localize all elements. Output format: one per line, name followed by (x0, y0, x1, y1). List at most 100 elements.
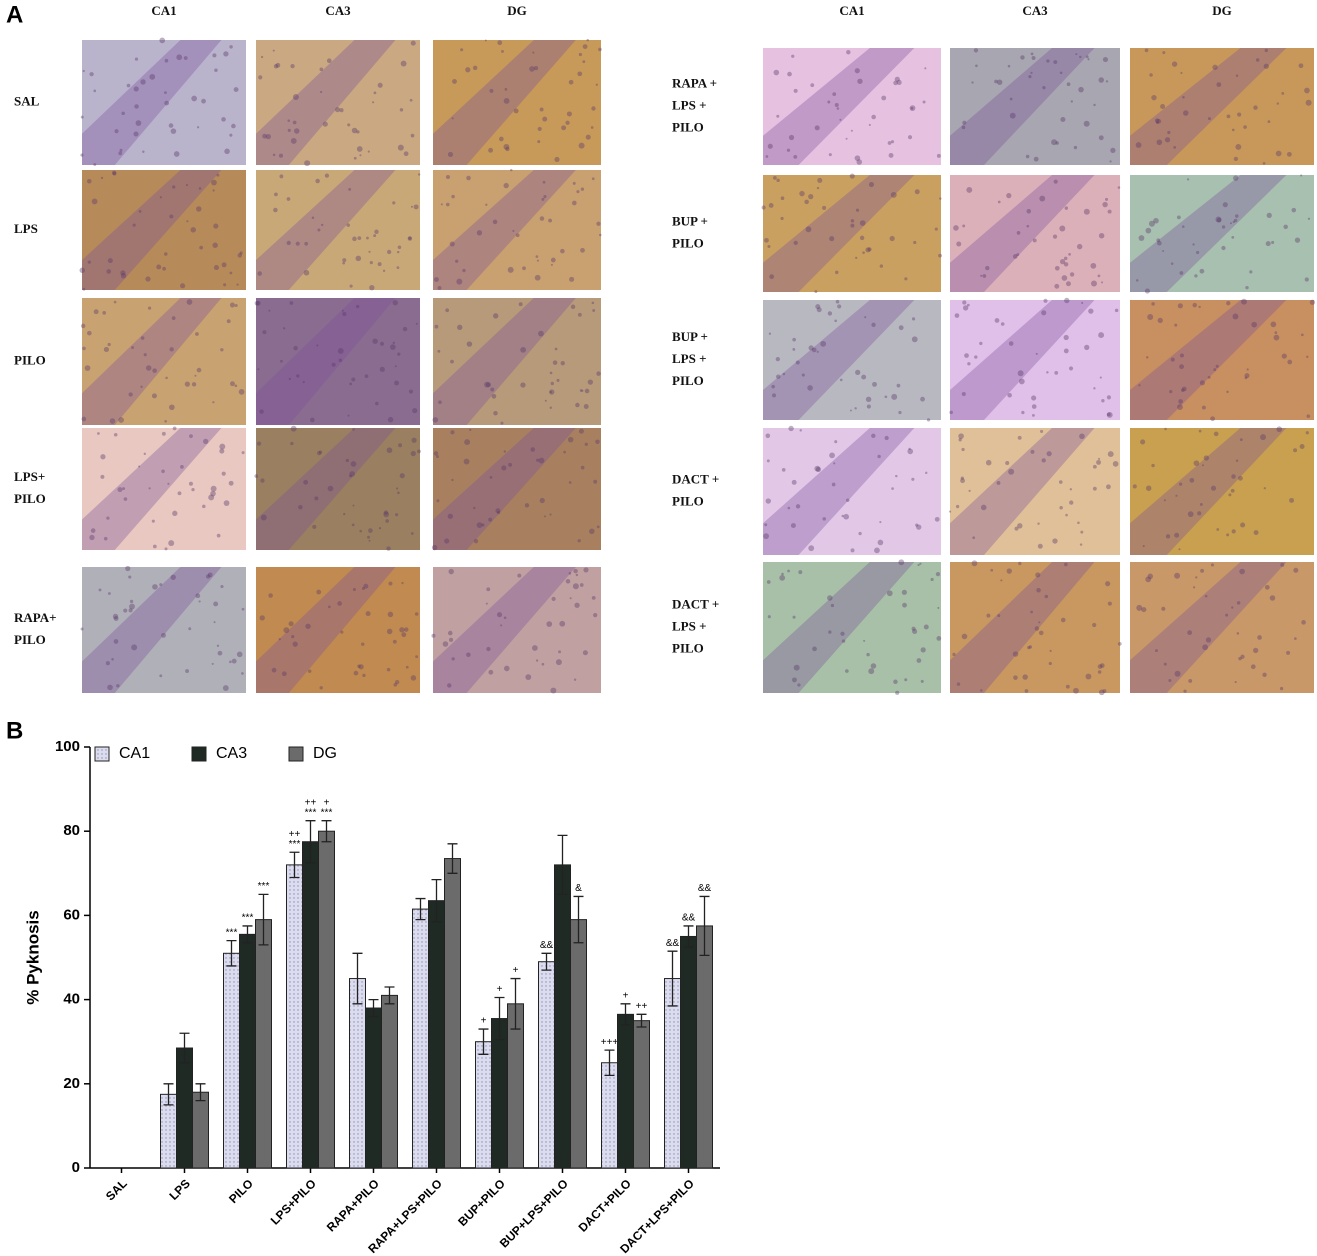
cell (185, 183, 189, 187)
cell (518, 302, 523, 307)
error-bar (447, 843, 458, 874)
cell (581, 389, 584, 392)
cell (224, 148, 230, 155)
cell (1232, 313, 1239, 320)
cell (412, 407, 418, 414)
cell (207, 572, 213, 578)
cell (212, 242, 218, 248)
cell (401, 632, 407, 638)
significance-label: && (698, 883, 712, 894)
error-bar (384, 986, 395, 1005)
y-axis-label: % Pyknosis (23, 910, 42, 1005)
cell (773, 69, 780, 76)
cell (579, 389, 583, 392)
cell (1052, 234, 1058, 239)
cell (116, 684, 120, 688)
cell (505, 146, 510, 152)
cell (208, 494, 215, 501)
cell (1164, 137, 1171, 143)
cell (1063, 348, 1069, 354)
cell (145, 365, 152, 371)
cell (237, 253, 242, 258)
cell (1174, 670, 1181, 677)
row-label: PILO (672, 493, 704, 508)
cell (930, 577, 934, 582)
micrograph-bg (433, 567, 601, 693)
significance-label: *** (258, 881, 270, 892)
y-tick-label: 40 (63, 991, 80, 1008)
cell (388, 581, 393, 586)
cell (437, 349, 441, 353)
cell (877, 454, 881, 459)
micrograph-bg (256, 567, 420, 693)
cell (399, 108, 404, 112)
cell (489, 476, 493, 479)
cell (504, 88, 508, 91)
cell (1239, 568, 1245, 575)
cell (97, 432, 100, 435)
cell (907, 135, 913, 140)
cell (394, 380, 400, 386)
cell (188, 627, 192, 631)
cell (107, 258, 113, 264)
cell (152, 544, 157, 549)
cell (337, 348, 344, 354)
micrograph (948, 428, 1120, 555)
cell (831, 482, 836, 487)
cell (492, 219, 498, 225)
cell (361, 586, 365, 590)
cell (1117, 642, 1122, 646)
cell (958, 438, 962, 442)
micrograph-bg (82, 298, 246, 425)
cell (114, 129, 119, 134)
cell (816, 350, 819, 353)
cell (1006, 568, 1012, 574)
cell (361, 642, 365, 646)
cell (1084, 344, 1090, 351)
cell (972, 536, 976, 540)
column-header: DG (507, 3, 527, 18)
cell (1236, 601, 1241, 605)
cell (911, 336, 918, 343)
micrograph (80, 298, 246, 425)
cell (537, 126, 542, 132)
cell (434, 324, 439, 329)
cell (504, 665, 510, 672)
micrograph (80, 37, 246, 166)
bar (192, 1091, 209, 1169)
cell (230, 381, 235, 387)
cell (776, 178, 780, 183)
cell-layer (950, 175, 1095, 292)
cell (1239, 438, 1243, 442)
cell (1098, 689, 1105, 696)
cell (1179, 353, 1184, 358)
cell (904, 678, 908, 682)
cell (397, 491, 400, 495)
cell (536, 259, 539, 262)
cell (1040, 429, 1044, 434)
cell (1043, 298, 1048, 303)
row-label: BUP + (672, 213, 708, 228)
cell (217, 650, 223, 656)
cell (132, 223, 136, 227)
cell (1238, 475, 1243, 481)
cell (387, 416, 394, 423)
cell-layer (763, 300, 915, 420)
column-header: CA3 (1022, 3, 1048, 18)
micrograph-bg (256, 40, 420, 165)
cell (808, 545, 815, 552)
cell (1234, 680, 1237, 684)
cell (400, 60, 407, 67)
cell-layer (256, 428, 396, 550)
cell (140, 336, 145, 340)
row-label: PILO (672, 235, 704, 250)
cell (289, 301, 294, 305)
cell (1291, 207, 1297, 213)
cell (279, 174, 284, 179)
cell (452, 78, 457, 84)
cell (379, 341, 385, 346)
cell (934, 227, 938, 231)
cell (871, 322, 876, 327)
cell (1253, 530, 1259, 535)
cell (372, 101, 375, 104)
